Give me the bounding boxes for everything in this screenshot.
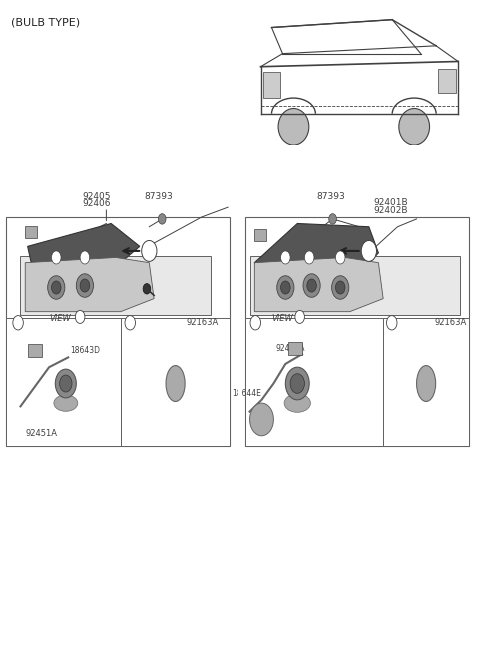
Text: B: B xyxy=(297,312,303,321)
Ellipse shape xyxy=(417,365,436,401)
Circle shape xyxy=(250,403,274,436)
Circle shape xyxy=(143,283,151,294)
FancyBboxPatch shape xyxy=(245,318,383,445)
Text: 87393: 87393 xyxy=(144,192,173,201)
Text: VIEW: VIEW xyxy=(49,314,71,323)
Text: 92451A: 92451A xyxy=(26,429,58,438)
Circle shape xyxy=(303,274,320,297)
Circle shape xyxy=(307,279,316,292)
Circle shape xyxy=(386,316,397,330)
Circle shape xyxy=(55,369,76,398)
Text: c: c xyxy=(307,255,311,260)
Text: a: a xyxy=(54,255,59,260)
Text: 87393: 87393 xyxy=(316,192,345,201)
Circle shape xyxy=(281,251,290,264)
Circle shape xyxy=(304,251,314,264)
Text: 92450A: 92450A xyxy=(276,344,305,354)
Circle shape xyxy=(295,310,304,323)
Circle shape xyxy=(51,251,61,264)
Circle shape xyxy=(125,316,135,330)
Text: 92402B: 92402B xyxy=(373,206,408,215)
Text: 92406: 92406 xyxy=(83,199,111,209)
Text: VIEW: VIEW xyxy=(271,314,293,323)
Polygon shape xyxy=(254,224,378,281)
Bar xyxy=(254,230,266,241)
Circle shape xyxy=(48,276,65,299)
Ellipse shape xyxy=(54,395,78,411)
Text: a: a xyxy=(16,319,20,326)
Text: 92163A: 92163A xyxy=(186,318,218,327)
Circle shape xyxy=(51,281,61,294)
Text: b: b xyxy=(128,319,132,326)
Circle shape xyxy=(329,214,336,224)
Circle shape xyxy=(60,375,72,392)
Text: c: c xyxy=(253,319,257,326)
Circle shape xyxy=(142,241,157,261)
Circle shape xyxy=(80,279,90,292)
Text: b: b xyxy=(83,255,87,260)
FancyBboxPatch shape xyxy=(250,256,459,315)
Text: 18644E: 18644E xyxy=(233,389,262,398)
Text: d: d xyxy=(283,255,288,260)
FancyBboxPatch shape xyxy=(245,217,469,445)
Polygon shape xyxy=(28,224,140,279)
Ellipse shape xyxy=(284,394,311,412)
Text: 18643D: 18643D xyxy=(71,346,101,356)
FancyBboxPatch shape xyxy=(6,318,120,445)
Circle shape xyxy=(336,251,345,264)
Bar xyxy=(25,226,37,238)
Text: A: A xyxy=(146,247,153,255)
Text: d: d xyxy=(338,255,342,260)
Bar xyxy=(288,342,302,356)
Circle shape xyxy=(80,251,90,264)
Circle shape xyxy=(281,281,290,294)
Ellipse shape xyxy=(166,365,185,401)
Bar xyxy=(28,344,42,358)
FancyBboxPatch shape xyxy=(6,217,230,445)
FancyBboxPatch shape xyxy=(120,318,230,445)
Circle shape xyxy=(277,276,294,299)
Text: (BULB TYPE): (BULB TYPE) xyxy=(11,18,80,28)
Circle shape xyxy=(13,316,24,330)
FancyBboxPatch shape xyxy=(383,318,469,445)
Polygon shape xyxy=(25,257,154,312)
Circle shape xyxy=(336,281,345,294)
Text: B: B xyxy=(366,247,372,255)
Circle shape xyxy=(285,367,309,400)
FancyBboxPatch shape xyxy=(21,256,211,315)
Circle shape xyxy=(361,241,376,261)
Circle shape xyxy=(250,316,261,330)
Circle shape xyxy=(76,274,94,297)
Text: 92405: 92405 xyxy=(83,192,111,201)
Polygon shape xyxy=(254,257,383,312)
Circle shape xyxy=(158,214,166,224)
Circle shape xyxy=(290,374,304,394)
Text: A: A xyxy=(77,312,84,321)
Text: 92163A: 92163A xyxy=(434,318,467,327)
Text: 92401B: 92401B xyxy=(373,198,408,207)
Circle shape xyxy=(75,310,85,323)
Text: d: d xyxy=(390,319,394,326)
Circle shape xyxy=(332,276,349,299)
